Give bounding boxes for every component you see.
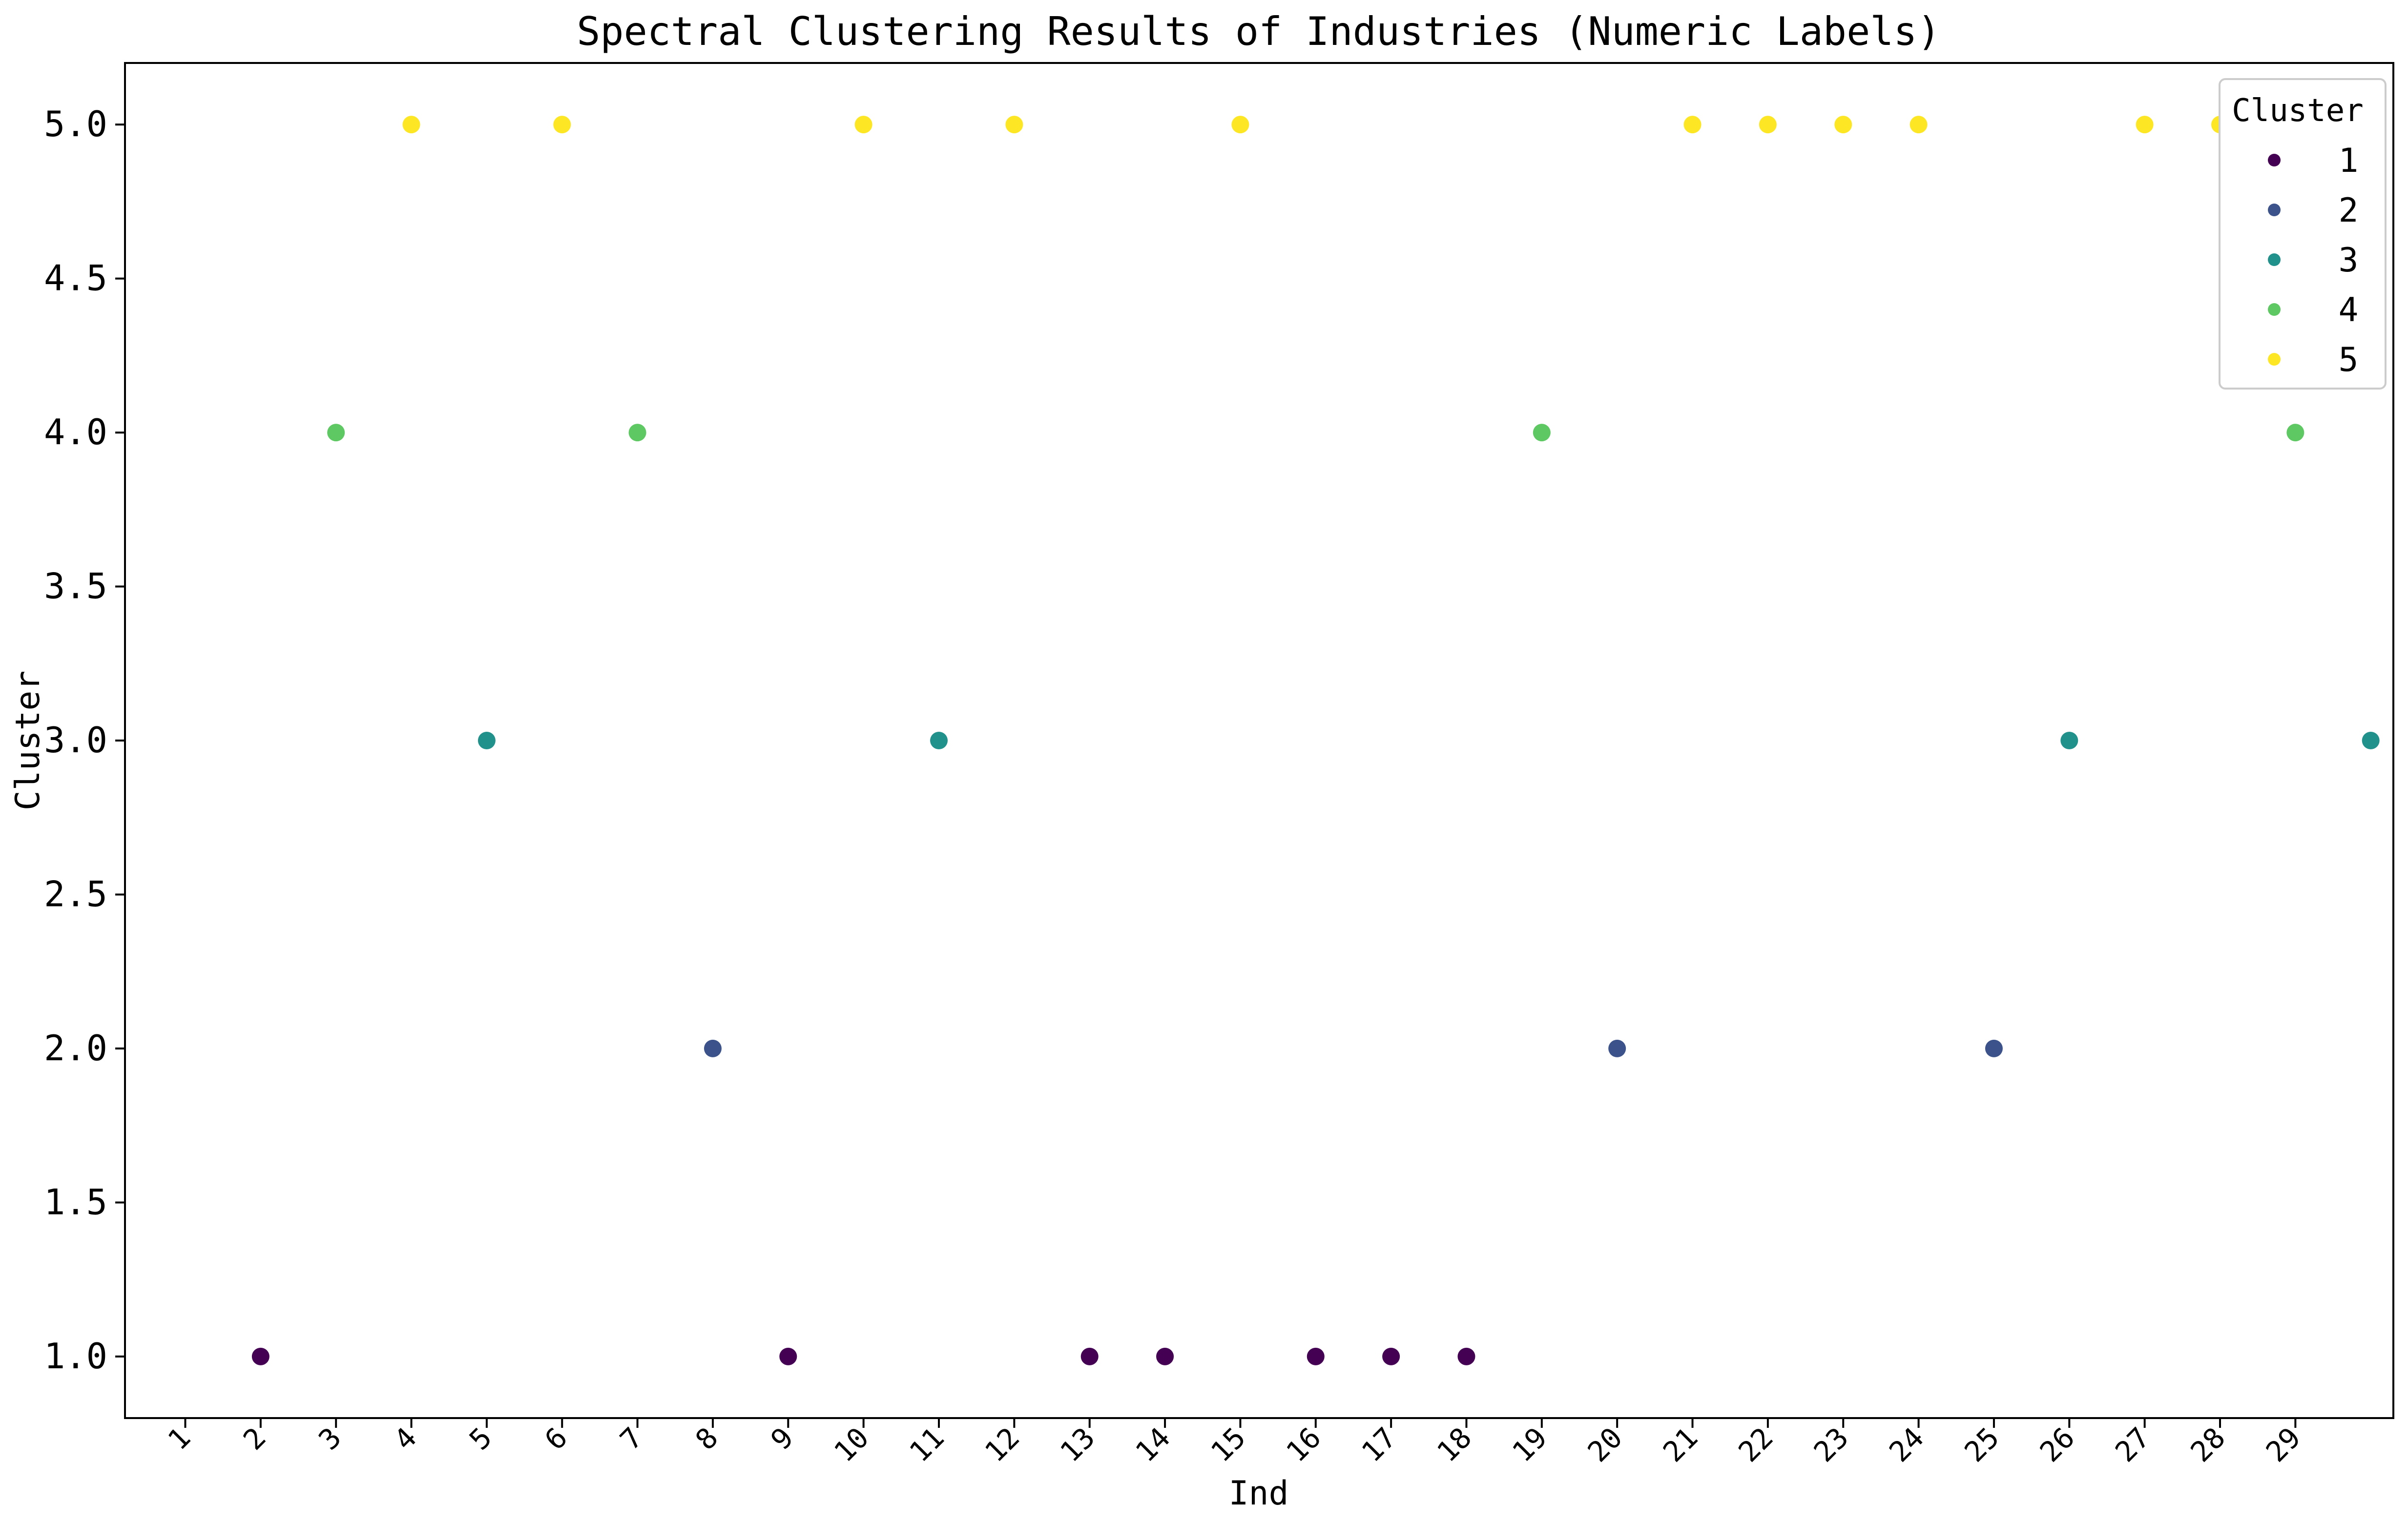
x-tick-label: 8	[689, 1421, 725, 1457]
x-tick-label: 13	[1054, 1421, 1101, 1468]
data-point	[553, 116, 571, 134]
y-axis-label: Cluster	[9, 671, 47, 811]
x-tick-label: 29	[2260, 1421, 2307, 1468]
x-tick-label: 16	[1280, 1421, 1327, 1468]
data-point	[2136, 116, 2154, 134]
x-tick-label: 11	[903, 1421, 950, 1468]
x-tick-label: 7	[614, 1421, 649, 1457]
x-tick-label: 9	[764, 1421, 800, 1457]
data-point	[1382, 1347, 1400, 1365]
data-point	[1533, 424, 1551, 442]
data-point	[402, 116, 420, 134]
y-tick-label: 4.5	[44, 258, 107, 299]
legend-title: Cluster	[2232, 93, 2364, 129]
legend-label: 3	[2339, 241, 2359, 280]
legend-label: 2	[2339, 191, 2359, 230]
x-tick-label: 18	[1431, 1421, 1478, 1468]
data-point	[930, 732, 948, 749]
data-point	[1307, 1347, 1325, 1365]
data-point	[1834, 116, 1852, 134]
x-tick-label: 21	[1657, 1421, 1704, 1468]
chart-title: Spectral Clustering Results of Industrie…	[577, 9, 1941, 54]
data-point	[779, 1347, 797, 1365]
legend-marker	[2268, 253, 2281, 266]
data-point	[704, 1039, 722, 1057]
y-tick-label: 1.5	[44, 1181, 107, 1222]
y-tick-label: 4.0	[44, 412, 107, 453]
data-point	[2286, 424, 2304, 442]
data-point	[1231, 116, 1249, 134]
x-tick-label: 5	[463, 1421, 498, 1457]
legend-marker	[2268, 204, 2281, 216]
x-tick-label: 2	[237, 1421, 272, 1457]
data-point	[854, 116, 872, 134]
data-point	[1005, 116, 1023, 134]
x-tick-label: 22	[1732, 1421, 1779, 1468]
legend: Cluster 1 2 3 4 5	[2219, 78, 2387, 390]
x-axis: 1 2 3 4 5 6 7 8 9 10 11 12 13 14 15 16 17 18 19 20 21 22 23 24 2…	[162, 1418, 2307, 1468]
data-point	[1608, 1039, 1626, 1057]
data-point	[251, 1347, 270, 1365]
data-point	[477, 732, 496, 749]
plot-area	[124, 62, 2394, 1419]
x-tick-label: 28	[2184, 1421, 2231, 1468]
x-tick-label: 6	[538, 1421, 574, 1457]
x-tick-label: 25	[1958, 1421, 2005, 1468]
x-tick-label: 20	[1581, 1421, 1629, 1468]
x-tick-label: 1	[162, 1421, 197, 1457]
y-tick-label: 2.0	[44, 1028, 107, 1069]
data-point	[1985, 1039, 2003, 1057]
x-tick-label: 26	[2034, 1421, 2081, 1468]
y-tick-label: 3.0	[44, 720, 107, 761]
legend-marker	[2268, 154, 2281, 166]
y-tick-label: 5.0	[44, 103, 107, 144]
data-point	[1759, 116, 1777, 134]
legend-label: 4	[2339, 291, 2359, 330]
legend-label: 1	[2339, 142, 2359, 180]
data-point	[2362, 732, 2380, 749]
y-tick-label: 1.0	[44, 1336, 107, 1377]
legend-label: 5	[2339, 341, 2359, 379]
x-tick-label: 24	[1883, 1421, 1930, 1468]
data-point	[327, 424, 345, 442]
x-tick-label: 17	[1355, 1421, 1403, 1468]
x-tick-label: 19	[1506, 1421, 1553, 1468]
x-tick-label: 4	[388, 1421, 423, 1457]
x-tick-label: 14	[1129, 1421, 1176, 1468]
data-point	[1457, 1347, 1475, 1365]
legend-marker	[2268, 353, 2281, 366]
data-points	[251, 116, 2380, 1365]
x-tick-label: 23	[1807, 1421, 1855, 1468]
data-point	[1910, 116, 1928, 134]
x-tick-label: 10	[828, 1421, 875, 1468]
data-point	[2060, 732, 2078, 749]
x-axis-label: Ind	[1229, 1474, 1289, 1513]
x-tick-label: 12	[978, 1421, 1026, 1468]
x-tick-label: 27	[2109, 1421, 2156, 1468]
x-tick-label: 3	[312, 1421, 348, 1457]
data-point	[1080, 1347, 1099, 1365]
data-point	[628, 424, 646, 442]
y-tick-label: 2.5	[44, 873, 107, 914]
data-point	[1156, 1347, 1174, 1365]
y-tick-label: 3.5	[44, 566, 107, 607]
legend-marker	[2268, 303, 2281, 316]
x-tick-label: 15	[1204, 1421, 1252, 1468]
data-point	[1683, 116, 1702, 134]
y-axis: 1.0 1.5 2.0 2.5 3.0 3.5 4.0 4.5 5.0	[44, 103, 125, 1377]
legend-box	[2219, 78, 2387, 390]
